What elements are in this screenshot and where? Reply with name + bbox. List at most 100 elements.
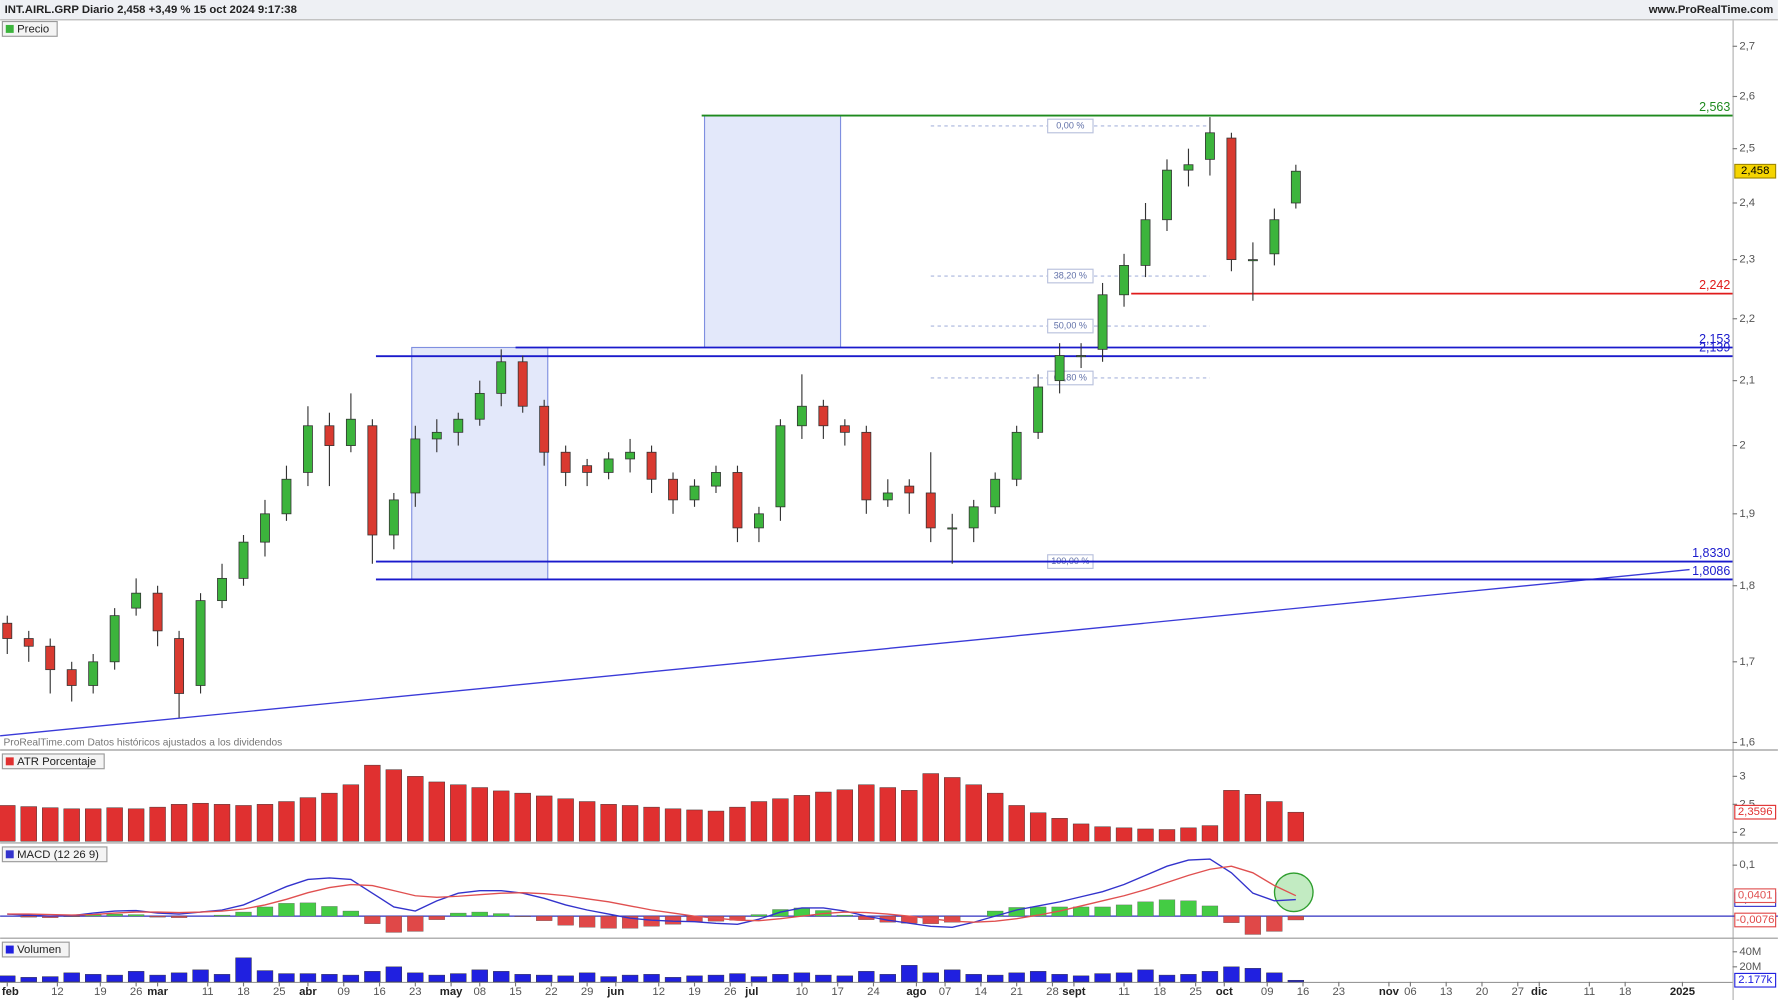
bar	[1137, 828, 1154, 842]
candle-body	[882, 492, 893, 501]
x-tick-label: 17	[831, 986, 844, 998]
candle-body	[66, 669, 77, 686]
x-tick-label: 09	[1261, 986, 1274, 998]
histogram-bar	[1287, 915, 1304, 921]
bar	[1029, 971, 1047, 983]
candle-body	[303, 425, 313, 473]
bar	[170, 804, 188, 842]
bar	[879, 787, 896, 842]
bar	[1266, 801, 1283, 842]
x-tick-label: abr	[299, 986, 317, 998]
bar	[879, 974, 896, 983]
candle-body	[646, 451, 657, 480]
bar	[85, 808, 102, 842]
y-tick-label: 3	[1739, 770, 1745, 782]
bar	[987, 792, 1004, 842]
bar	[729, 806, 746, 842]
y-tick-label: 1,9	[1739, 508, 1755, 520]
x-tick-label: 06	[1404, 986, 1417, 998]
histogram-bar	[536, 915, 553, 921]
bar	[1115, 972, 1133, 983]
bar	[256, 970, 274, 983]
bar	[170, 972, 188, 983]
bar	[299, 973, 317, 983]
bar	[42, 807, 59, 842]
bar	[385, 966, 403, 983]
candle-body	[174, 638, 185, 694]
bar	[85, 974, 102, 983]
bar	[149, 974, 166, 983]
x-tick-label: 15	[509, 986, 522, 998]
x-tick-label: sept	[1062, 986, 1086, 998]
candle-body	[1097, 294, 1108, 350]
panel-title-box	[1, 846, 108, 863]
bar	[1180, 974, 1197, 983]
panel-title-box	[1, 20, 58, 37]
histogram-bar	[1072, 906, 1090, 917]
x-tick-label: 11	[1118, 986, 1130, 998]
y-tick-label: 2	[1739, 440, 1745, 452]
candle-body	[260, 513, 270, 543]
bar	[407, 776, 424, 842]
x-tick-label: 23	[409, 986, 422, 998]
bar	[1158, 974, 1176, 983]
bar	[750, 801, 768, 842]
x-tick-label: feb	[2, 986, 19, 998]
bar	[729, 973, 746, 983]
x-tick-label: 08	[473, 986, 486, 998]
bar	[686, 975, 703, 983]
panel-title-icon	[5, 757, 14, 766]
candle-body	[474, 392, 485, 420]
candle-body	[152, 592, 163, 632]
candle-body	[861, 431, 872, 501]
histogram-bar	[557, 915, 574, 926]
candle-body	[453, 418, 464, 433]
bar	[471, 787, 488, 842]
candle-body	[45, 645, 56, 671]
value-tag-label: 2.177k	[1738, 974, 1772, 986]
value-tag-label: 2,458	[1741, 165, 1769, 177]
x-tick-label: 26	[724, 986, 737, 998]
histogram-bar	[213, 914, 231, 917]
histogram-bar	[450, 912, 467, 917]
panel-title: Volumen	[17, 944, 61, 956]
candle-body	[711, 472, 721, 487]
bar	[858, 971, 875, 983]
bar	[321, 974, 338, 983]
candle-body	[1033, 386, 1044, 433]
x-tick-label: 19	[94, 986, 107, 998]
bar	[793, 972, 811, 983]
candle-body	[1076, 355, 1087, 358]
highlight-circle	[1273, 872, 1314, 913]
y-tick-label: 2,7	[1739, 40, 1755, 52]
level-label: 1,8086	[1692, 564, 1730, 578]
candle-body	[732, 472, 743, 529]
x-tick-label: 27	[1511, 986, 1524, 998]
bar	[1266, 972, 1283, 983]
bar	[20, 977, 37, 983]
candle-body	[281, 478, 292, 515]
x-tick-label: mar	[147, 986, 168, 998]
candle-body	[2, 622, 13, 639]
candle-body	[388, 499, 399, 536]
bar	[1072, 823, 1090, 842]
bar	[514, 792, 531, 842]
bar	[686, 809, 703, 842]
bar	[600, 976, 617, 983]
bar	[1029, 812, 1047, 842]
bar	[836, 789, 854, 842]
bar	[944, 969, 961, 983]
bar	[63, 972, 80, 983]
y-tick-label: 1,8	[1739, 580, 1755, 592]
candle-body	[560, 451, 571, 473]
candle-body	[1290, 170, 1301, 204]
x-tick-label: 07	[939, 986, 952, 998]
x-tick-label: 18	[1154, 986, 1167, 998]
histogram-bar	[342, 910, 359, 917]
bar	[213, 804, 231, 842]
x-tick-label: 18	[237, 986, 250, 998]
y-tick-label: 2,4	[1739, 197, 1755, 209]
bar	[364, 764, 381, 842]
panel-title-box	[1, 753, 105, 770]
